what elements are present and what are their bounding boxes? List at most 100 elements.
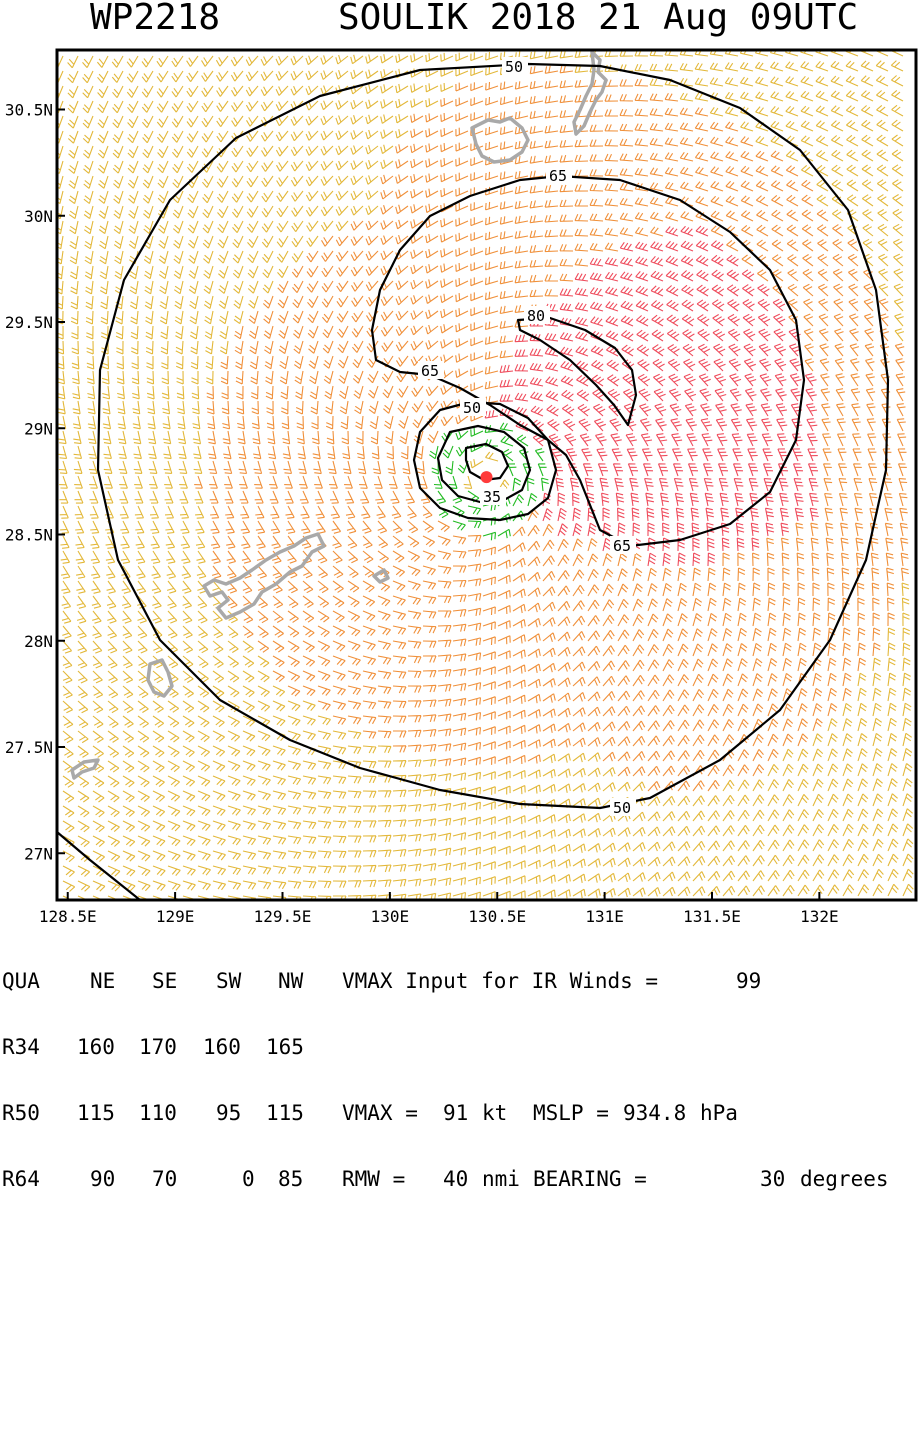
wind-barb (212, 610, 223, 624)
wind-barb (887, 657, 896, 672)
wind-barb (752, 567, 760, 582)
wind-barb (455, 247, 469, 257)
wind-barb (694, 122, 709, 132)
wind-barb (602, 736, 616, 747)
wind-barb (206, 385, 214, 400)
wind-barb (287, 835, 302, 845)
wind-barb (757, 269, 769, 282)
wind-barb (892, 194, 904, 207)
wind-barb (455, 308, 469, 318)
wind-barb (248, 295, 259, 309)
wind-barb (455, 430, 469, 441)
wind-barb (683, 373, 696, 387)
wind-barb (635, 256, 649, 267)
wind-barb (362, 835, 377, 843)
wind-barb (119, 490, 129, 504)
wind-barb (320, 160, 334, 171)
wind-barb (317, 835, 332, 844)
wind-barb (771, 224, 784, 237)
wind-barb (692, 886, 706, 897)
wind-barb (365, 295, 379, 307)
wind-barb (755, 165, 769, 177)
wind-barb (137, 835, 151, 847)
wind-barb (719, 492, 729, 507)
wind-barb (722, 764, 735, 777)
wind-barb (365, 175, 379, 185)
wind-barb (118, 430, 127, 445)
wind-barb (203, 250, 214, 264)
wind-barb (602, 522, 611, 537)
wind-barb (831, 135, 844, 147)
wind-barb (797, 582, 805, 597)
wind-barb (849, 358, 860, 372)
wind-barb (293, 355, 304, 370)
wind-barb (620, 271, 634, 282)
wind-barb (649, 137, 664, 147)
wind-barb (782, 869, 795, 882)
wind-barb (544, 140, 559, 149)
r34-nw: 165 (266, 1035, 304, 1059)
wind-barb (695, 196, 709, 207)
wind-barb (512, 494, 525, 507)
wind-barb (302, 700, 316, 711)
wind-barb (396, 385, 409, 398)
wind-barb (299, 490, 309, 504)
wind-barb (407, 833, 422, 842)
wind-barb (721, 537, 730, 552)
wind-barb (395, 234, 409, 245)
wind-barb (350, 145, 364, 155)
wind-barb (321, 250, 334, 262)
wind-barb (137, 655, 148, 669)
wind-barb (812, 809, 824, 822)
wind-barb (380, 99, 394, 109)
wind-barb (699, 388, 712, 402)
wind-barb (557, 874, 571, 884)
wind-barb (651, 314, 664, 327)
table-row-r34: R34 160 170 160 165 (0, 1036, 304, 1058)
wind-barb (358, 460, 367, 475)
wind-barb (182, 700, 195, 713)
wind-barb (842, 672, 852, 687)
wind-barb (862, 224, 874, 237)
wind-barb (362, 745, 377, 754)
wind-barb (514, 81, 529, 90)
wind-barb (410, 189, 424, 199)
wind-barb (467, 563, 482, 572)
wind-barb (467, 861, 481, 871)
wind-barb (455, 368, 469, 378)
wind-barb (846, 179, 859, 192)
wind-barb (662, 856, 676, 867)
wind-barb (212, 865, 227, 876)
wind-barb (437, 802, 452, 812)
wind-barb (812, 597, 821, 612)
wind-barb (647, 856, 661, 867)
wind-barb (302, 595, 314, 608)
wind-barb (152, 715, 165, 728)
wind-barb (452, 727, 467, 736)
wind-barb (212, 760, 226, 772)
wind-barb (75, 565, 86, 579)
wind-barb (127, 175, 139, 189)
wind-barb (565, 448, 578, 462)
wind-barb (607, 388, 621, 402)
wind-barb (636, 344, 650, 357)
wind-barb (377, 715, 392, 724)
wind-barb (824, 507, 833, 522)
wind-barb (197, 595, 208, 609)
wind-barb (247, 265, 259, 279)
wind-barb (812, 582, 820, 596)
wind-barb (88, 460, 98, 474)
wind-barb (830, 120, 844, 132)
wind-barb (512, 890, 526, 900)
wind-barb (864, 343, 875, 357)
wind-barb (422, 595, 437, 605)
wind-barb (772, 269, 784, 282)
wind-barb (589, 228, 604, 237)
wind-barb (680, 240, 694, 252)
wind-barb (497, 544, 511, 554)
coastline-island-small-east (372, 568, 390, 584)
wind-barb (619, 108, 634, 117)
wind-barb (800, 75, 814, 87)
wind-barb (70, 280, 79, 295)
wind-barb (189, 325, 199, 340)
